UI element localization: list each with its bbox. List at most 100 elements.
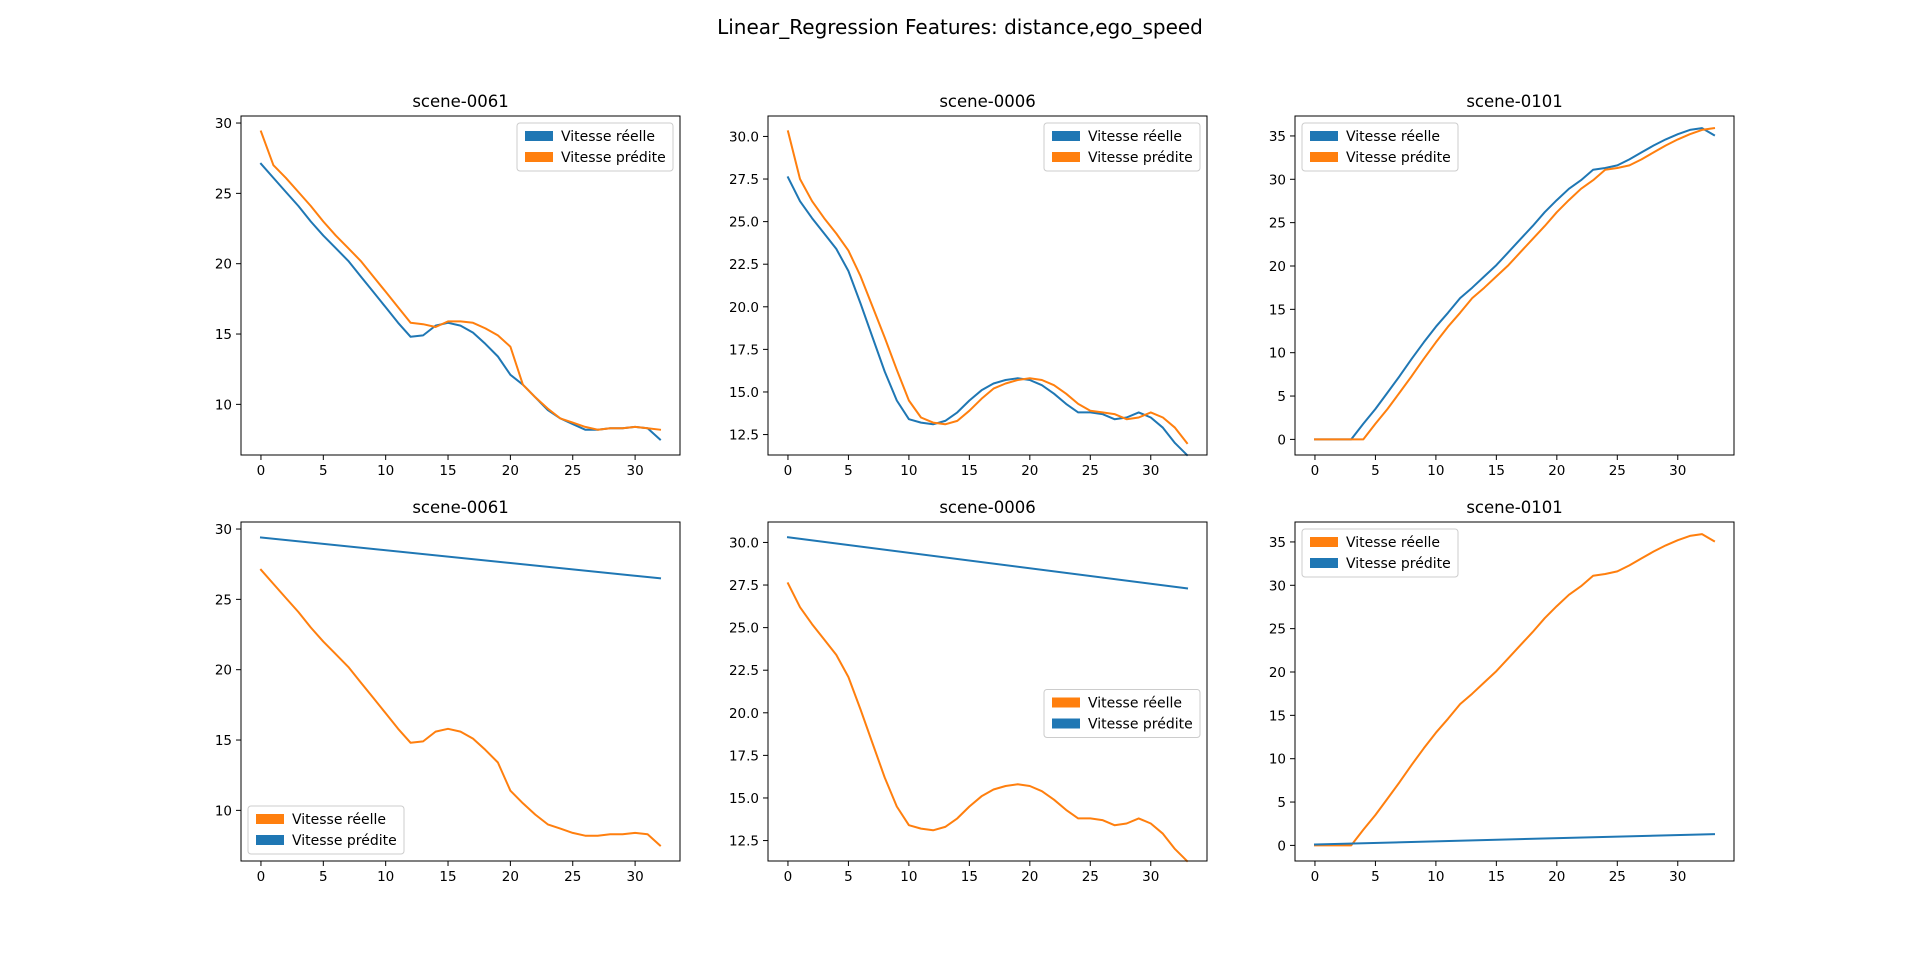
x-tick-label: 10 xyxy=(900,869,917,885)
y-tick-label: 22.5 xyxy=(729,663,759,679)
x-tick-label: 15 xyxy=(961,869,978,885)
y-tick-label: 15.0 xyxy=(729,385,759,401)
series-line-2 xyxy=(1314,126,1716,441)
x-tick-label: 0 xyxy=(1311,869,1320,885)
legend-label: Vitesse prédite xyxy=(1346,556,1451,572)
axes-frame xyxy=(1294,521,1735,862)
legend: Vitesse réelle Vitesse prédite xyxy=(1043,689,1201,738)
y-tick-label: 20.0 xyxy=(729,300,759,316)
y-tick-label: 15 xyxy=(1269,708,1286,724)
legend-swatch xyxy=(256,814,284,824)
y-tick-label: 22.5 xyxy=(729,257,759,273)
y-tick-label: 10 xyxy=(1269,346,1286,362)
legend-label: Vitesse réelle xyxy=(561,129,655,145)
y-tick-label: 25 xyxy=(1269,622,1286,638)
series-line-1 xyxy=(786,581,1189,863)
x-tick-label: 0 xyxy=(257,463,266,479)
series-line-2 xyxy=(786,536,1189,590)
x-tick-label: 15 xyxy=(1488,463,1505,479)
legend: Vitesse réelle Vitesse prédite xyxy=(516,122,674,172)
subplot-1: scene-0061 0 5 10 15 20 25 30 10 15 20 25 30 Vitesse … xyxy=(215,92,681,479)
x-tick-label: 0 xyxy=(257,869,266,885)
legend-frame xyxy=(247,805,405,855)
legend-label: Vitesse réelle xyxy=(1088,696,1182,712)
series-line-2 xyxy=(259,130,662,431)
x-tick-label: 25 xyxy=(564,869,581,885)
series-line-1 xyxy=(259,162,662,441)
x-tick-label: 0 xyxy=(784,463,793,479)
y-tick-label: 27.5 xyxy=(729,172,759,188)
legend-swatch xyxy=(1052,152,1080,162)
y-tick-label: 35 xyxy=(1269,129,1286,145)
legend-frame xyxy=(1301,528,1459,578)
legend-swatch xyxy=(1310,131,1338,141)
legend-swatch xyxy=(256,835,284,845)
x-tick-label: 30 xyxy=(1142,463,1159,479)
subplot-3: scene-0101 0 5 10 15 20 25 30 0 5 10 15 20 25 30 35 Vite… xyxy=(1269,92,1735,479)
legend-swatch xyxy=(1052,131,1080,141)
x-tick-label: 20 xyxy=(1548,463,1565,479)
legend-frame xyxy=(516,122,674,172)
x-tick-label: 15 xyxy=(439,869,456,885)
legend-label: Vitesse réelle xyxy=(1088,129,1182,145)
legend-label: Vitesse prédite xyxy=(1088,150,1193,166)
x-tick-label: 15 xyxy=(961,463,978,479)
x-tick-label: 20 xyxy=(502,869,519,885)
subplot-title: scene-0006 xyxy=(939,498,1035,517)
y-tick-label: 12.5 xyxy=(729,428,759,444)
series-line-1 xyxy=(1314,127,1716,441)
legend-label: Vitesse réelle xyxy=(1346,129,1440,145)
legend-swatch xyxy=(525,131,553,141)
y-tick-label: 15.0 xyxy=(729,791,759,807)
y-tick-label: 25 xyxy=(215,186,232,202)
y-tick-label: 10 xyxy=(215,803,232,819)
series-line-1 xyxy=(1314,533,1716,847)
legend-label: Vitesse réelle xyxy=(292,812,386,828)
legend-label: Vitesse prédite xyxy=(1346,150,1451,166)
x-tick-label: 10 xyxy=(1427,869,1444,885)
x-tick-label: 25 xyxy=(1082,869,1099,885)
legend-swatch xyxy=(1052,697,1080,708)
legend-label: Vitesse réelle xyxy=(1346,535,1440,551)
series-line-2 xyxy=(1313,833,1716,846)
axes-frame xyxy=(240,521,681,862)
x-tick-label: 10 xyxy=(377,463,394,479)
y-tick-label: 30 xyxy=(215,116,232,132)
y-tick-label: 30 xyxy=(215,522,232,538)
x-tick-label: 5 xyxy=(319,463,328,479)
x-tick-label: 5 xyxy=(844,869,853,885)
x-tick-label: 25 xyxy=(564,463,581,479)
y-tick-label: 15 xyxy=(215,327,232,343)
y-tick-label: 20 xyxy=(215,663,232,679)
x-tick-label: 30 xyxy=(1669,869,1686,885)
legend-swatch xyxy=(1310,152,1338,162)
legend-frame xyxy=(1043,689,1201,738)
subplot-title: scene-0101 xyxy=(1466,92,1562,111)
y-tick-label: 30.0 xyxy=(729,129,759,145)
subplot-4: scene-0061 0 5 10 15 20 25 30 10 15 20 25 30 Vitesse … xyxy=(215,498,681,885)
x-tick-label: 20 xyxy=(1021,869,1038,885)
y-tick-label: 20 xyxy=(215,257,232,273)
y-tick-label: 30 xyxy=(1269,578,1286,594)
x-tick-label: 25 xyxy=(1609,869,1626,885)
legend: Vitesse réelle Vitesse prédite xyxy=(247,805,405,855)
y-tick-label: 20 xyxy=(1269,665,1286,681)
x-tick-label: 10 xyxy=(377,869,394,885)
legend-label: Vitesse prédite xyxy=(561,150,666,166)
subplot-title: scene-0006 xyxy=(939,92,1035,111)
x-tick-label: 20 xyxy=(1021,463,1038,479)
y-tick-label: 25.0 xyxy=(729,621,759,637)
legend-swatch xyxy=(1310,558,1338,568)
x-tick-label: 5 xyxy=(319,869,328,885)
x-tick-label: 25 xyxy=(1082,463,1099,479)
series-line-1 xyxy=(259,568,662,847)
legend: Vitesse réelle Vitesse prédite xyxy=(1301,528,1459,578)
y-tick-label: 10 xyxy=(1269,752,1286,768)
x-tick-label: 0 xyxy=(784,869,793,885)
subplot-2: scene-0006 0 5 10 15 20 25 30 12.5 15.0 17.5 20.0 22… xyxy=(729,92,1208,479)
x-tick-label: 30 xyxy=(1669,463,1686,479)
subplot-title: scene-0061 xyxy=(412,92,508,111)
x-tick-label: 5 xyxy=(1371,463,1380,479)
legend-frame xyxy=(1043,122,1201,172)
